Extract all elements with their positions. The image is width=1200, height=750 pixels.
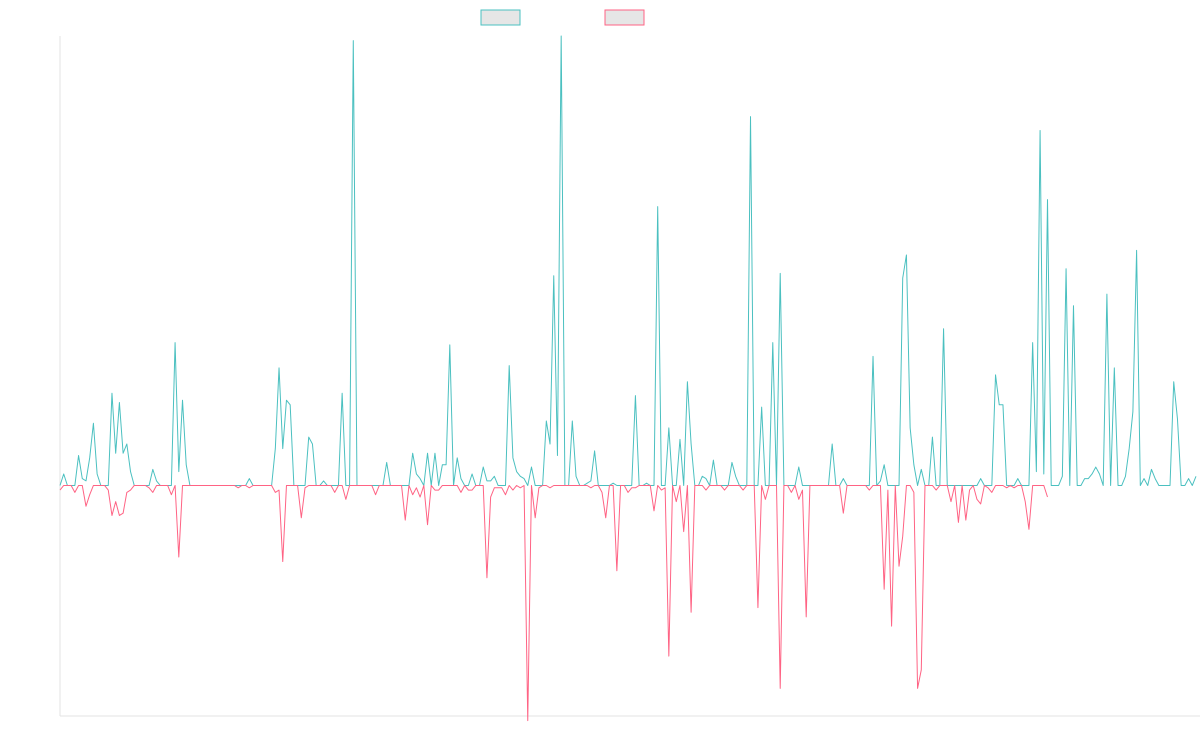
axes bbox=[59, 36, 1200, 717]
series-line-1 bbox=[59, 35, 1197, 486]
legend bbox=[480, 9, 645, 26]
legend-swatch-1 bbox=[480, 9, 521, 26]
series-line-2 bbox=[59, 484, 1048, 722]
legend-swatch-2 bbox=[604, 9, 645, 26]
plot-area bbox=[59, 35, 1197, 722]
